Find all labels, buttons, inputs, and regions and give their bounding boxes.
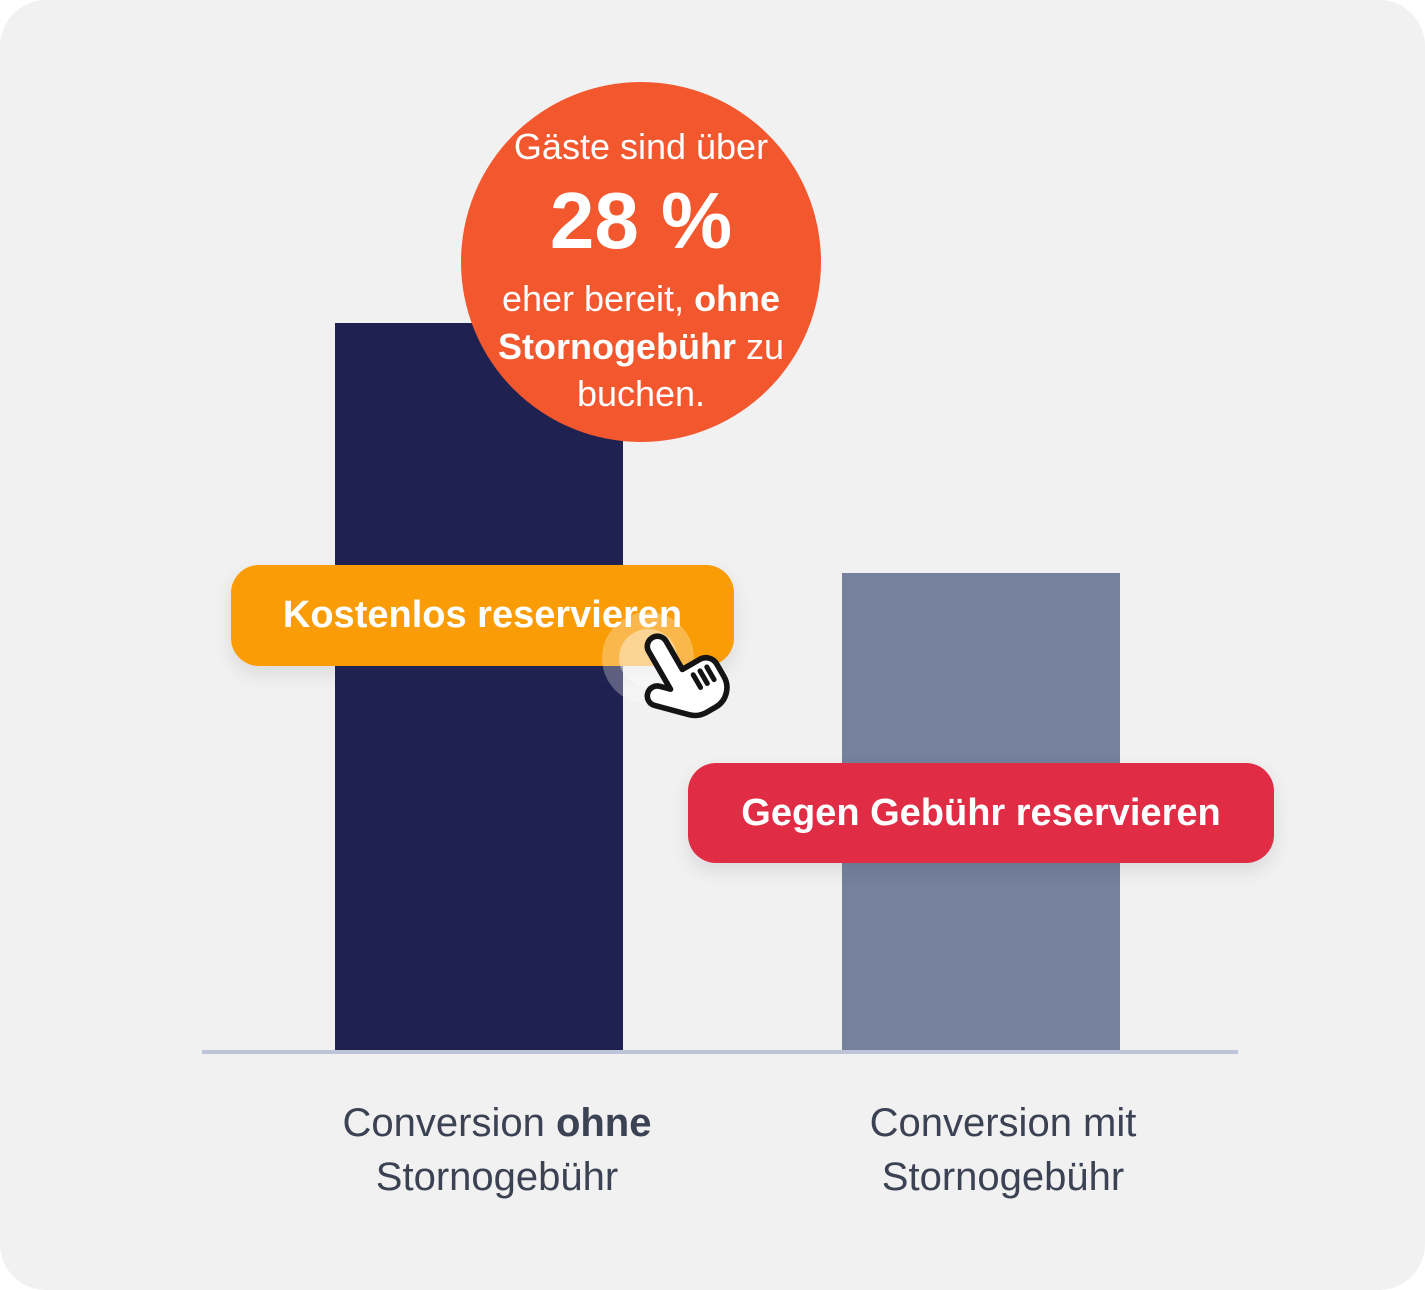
label-right-line1: Conversion mit — [869, 1101, 1137, 1145]
stat-badge-intro: Gäste sind über — [513, 126, 769, 168]
pointer-hand-icon — [644, 633, 730, 719]
stat-badge-circle: Gäste sind über 28 % eher bereit, ohne S… — [461, 82, 821, 442]
kostenlos-reservieren-label: Kostenlos reservieren — [282, 594, 683, 636]
stat-badge-body-pre: eher bereit, — [501, 278, 695, 320]
label-left-bold: ohne — [555, 1101, 652, 1145]
label-right-line2: Stornogebühr — [881, 1155, 1125, 1199]
label-left-line2: Stornogebühr — [375, 1155, 619, 1199]
gegen-gebuehr-reservieren-label: Gegen Gebühr reservieren — [741, 791, 1221, 834]
gegen-gebuehr-reservieren-button[interactable]: Gegen Gebühr reservieren — [688, 763, 1274, 863]
stat-badge-body-bold: ohne Stornogebühr — [497, 278, 781, 367]
category-label-mit-stornogebuehr: Conversion mit Stornogebühr — [803, 1096, 1203, 1204]
category-label-ohne-stornogebuehr: Conversion ohne Stornogebühr — [297, 1096, 697, 1204]
stat-badge-body-post: zu buchen. — [576, 325, 784, 415]
kostenlos-reservieren-button[interactable]: Kostenlos reservieren — [231, 565, 734, 666]
x-axis-baseline — [202, 1050, 1238, 1054]
bar-conversion-ohne-stornogebuehr — [335, 323, 623, 1050]
stat-badge-content: Gäste sind über 28 % eher bereit, ohne S… — [476, 124, 806, 417]
label-left-pre: Conversion — [342, 1101, 556, 1145]
stat-badge-value: 28 % — [549, 176, 733, 266]
stat-badge-body: eher bereit, ohne Stornogebühr zu buchen… — [476, 275, 806, 418]
